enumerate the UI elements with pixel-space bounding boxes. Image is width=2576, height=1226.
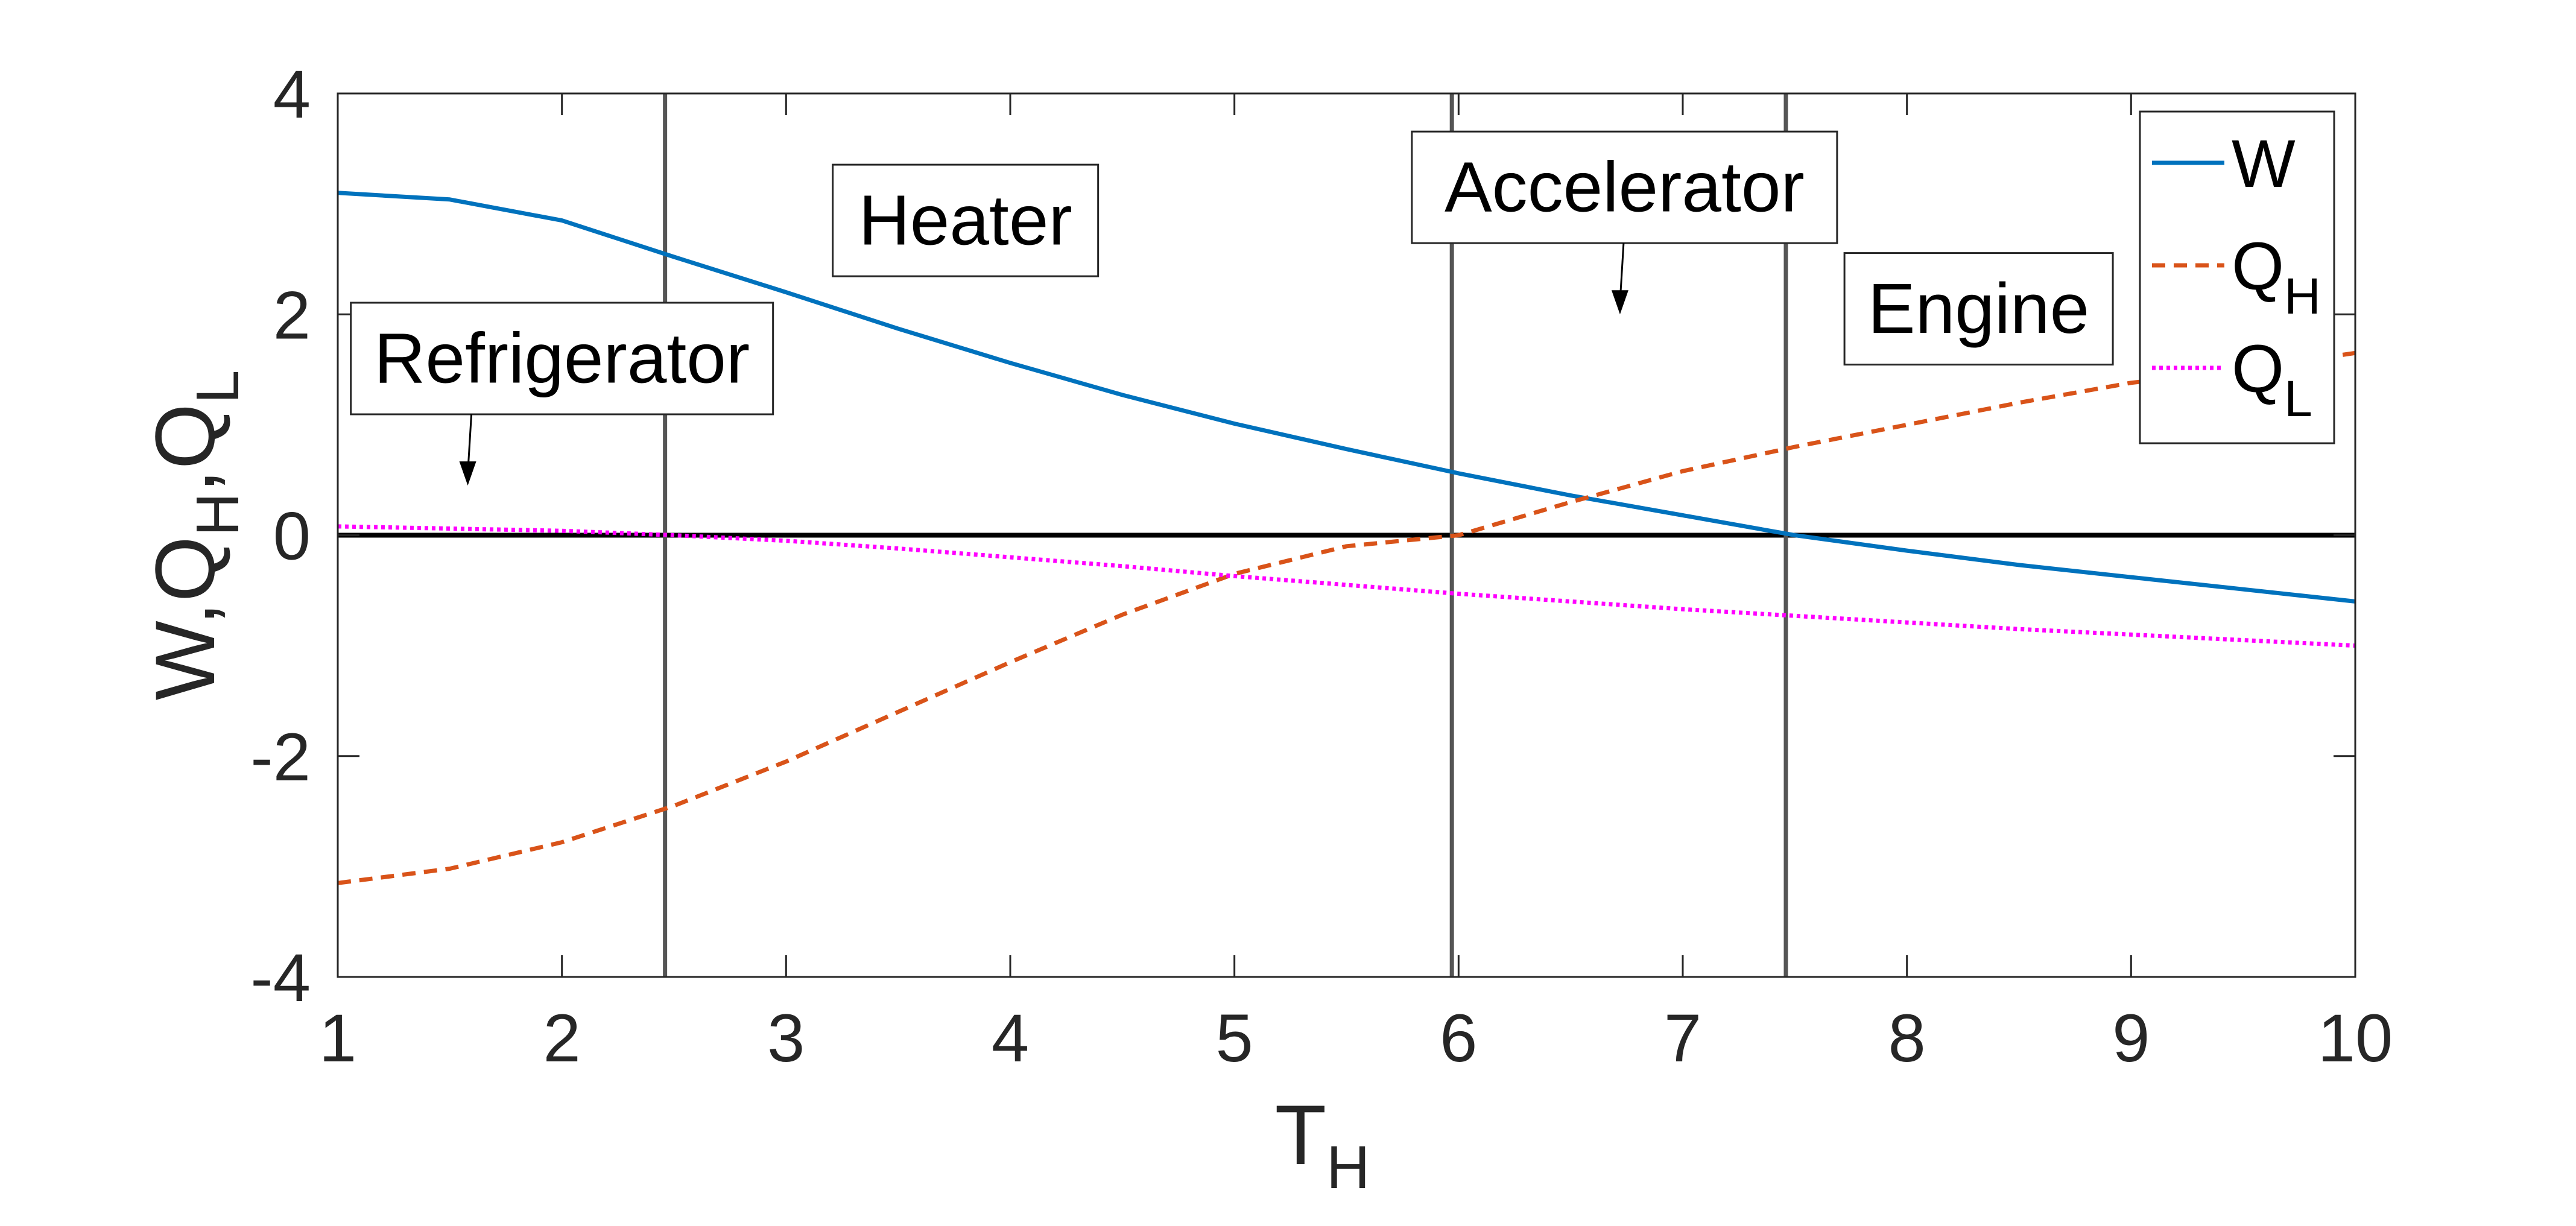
region-box-refrigerator [350,302,774,416]
region-engine: Engine [1843,252,2114,366]
axes: 1 2 3 4 5 6 7 8 9 10 -4 -2 0 2 4 TH W,QH,QL [138,57,2393,1201]
region-heater: Heater [832,163,1100,277]
x-axis-title: TH [1275,1087,1370,1201]
y-tick-label: 2 [273,277,311,353]
region-label-heater: Heater [859,181,1072,261]
region-box-engine [1843,252,2114,366]
region-box-heater [832,163,1100,277]
x-tick-label: 7 [1664,1000,1701,1076]
x-tick-label: 4 [992,1000,1029,1076]
y-axis-title: W,QH,QL [138,370,252,701]
legend-label-ql: QL [2232,331,2312,427]
region-accelerator: Accelerator [1411,130,1838,315]
region-label-engine: Engine [1868,269,2089,349]
series-line-ql [337,524,2356,648]
x-tick-label: 3 [767,1000,805,1076]
y-tick-label: -4 [250,940,311,1016]
series-line-w [337,191,2356,604]
region-label-accelerator: Accelerator [1445,148,1805,227]
series-line-qh [337,350,2356,885]
legend-box [2139,110,2335,444]
legend-label-w: W [2232,126,2296,201]
y-tick-label: -2 [250,719,311,795]
x-tick-label: 10 [2318,1000,2393,1076]
x-tick-label: 1 [319,1000,356,1076]
x-tick-label: 9 [2112,1000,2150,1076]
region-arrowhead-refrigerator [459,461,476,486]
x-tick-label: 5 [1216,1000,1253,1076]
region-box-accelerator [1411,130,1838,244]
plot-area [337,93,2356,977]
region-arrowhead-accelerator [1611,290,1628,315]
region-refrigerator: Refrigerator [350,302,774,486]
x-tick-label: 8 [1888,1000,1926,1076]
x-tick-label: 6 [1440,1000,1477,1076]
x-tick-label: 2 [543,1000,581,1076]
legend-label-qh: QH [2232,229,2321,324]
y-tick-label: 0 [273,499,311,574]
region-label-refrigerator: Refrigerator [374,319,750,399]
region-annotations: Refrigerator Heater Accelerator Engine [350,130,2114,486]
y-tick-label: 4 [273,57,311,132]
